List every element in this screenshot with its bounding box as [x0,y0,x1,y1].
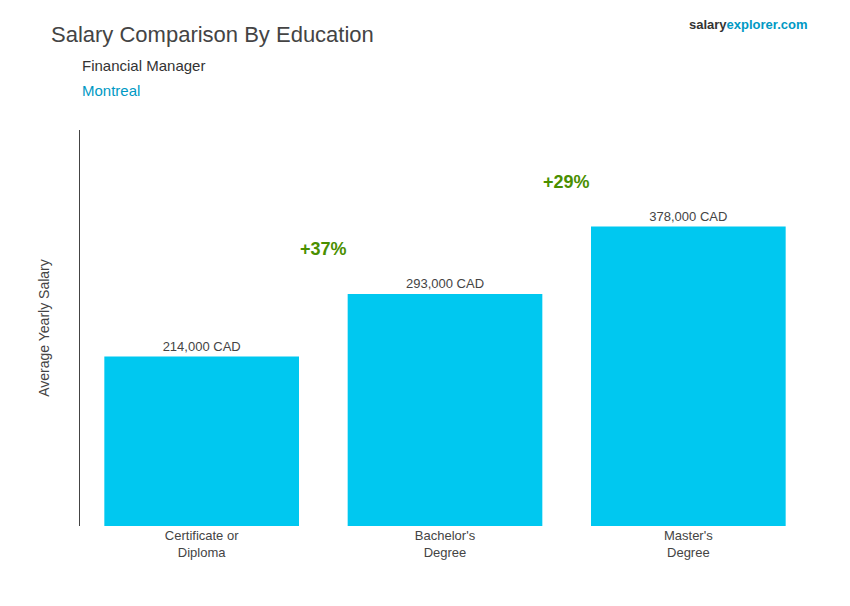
svg-text:Financial Manager: Financial Manager [82,57,205,74]
svg-text:214,000 CAD: 214,000 CAD [163,339,241,354]
svg-text:293,000 CAD: 293,000 CAD [406,276,484,291]
svg-text:+29%: +29% [543,172,590,192]
svg-text:salaryexplorer.com: salaryexplorer.com [689,17,808,32]
svg-text:Bachelor'sDegree: Bachelor'sDegree [415,528,476,560]
svg-text:Master'sDegree: Master'sDegree [664,528,713,560]
svg-text:+37%: +37% [300,239,347,259]
svg-text:Montreal: Montreal [82,82,140,99]
svg-text:Salary Comparison By Education: Salary Comparison By Education [51,22,374,47]
svg-text:Certificate orDiploma: Certificate orDiploma [165,528,239,560]
svg-text:Average Yearly Salary: Average Yearly Salary [36,259,52,397]
svg-text:378,000 CAD: 378,000 CAD [649,209,727,224]
